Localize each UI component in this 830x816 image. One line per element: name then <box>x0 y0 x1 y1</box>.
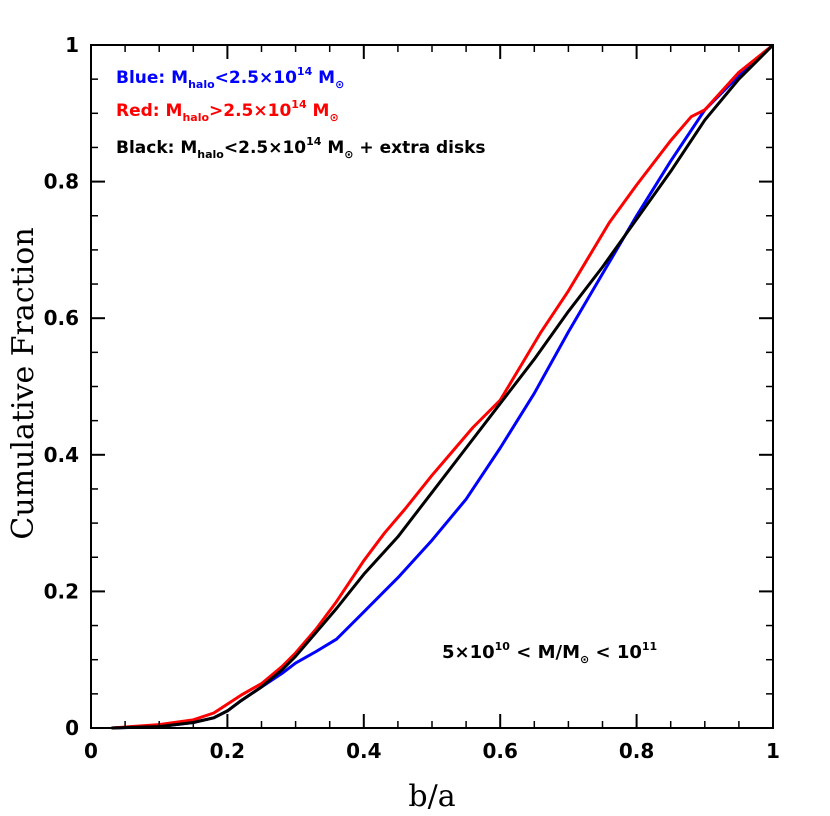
legend-entry-1-part-4: M <box>307 101 330 121</box>
y-tick-label-5: 1 <box>65 33 79 57</box>
legend-entry-1-part-5: ⊙ <box>329 111 338 124</box>
annot-exp-c: 11 <box>642 640 657 653</box>
mass-range-annotation: 5×1010 < M/M⊙ < 1011 <box>442 640 657 666</box>
legend-entry-2-part-3: 14 <box>306 135 322 148</box>
y-tick-label-0: 0 <box>65 716 79 740</box>
legend-entry-0: Blue: Mhalo<2.5×1014 M⊙ <box>116 65 344 91</box>
legend-entry-0-part-4: M <box>312 68 335 88</box>
legend: Blue: Mhalo<2.5×1014 M⊙Red: Mhalo>2.5×10… <box>116 65 486 161</box>
x-tick-label-0: 0 <box>84 739 98 763</box>
legend-entry-0-part-3: 14 <box>297 65 313 78</box>
annot-part-b: < M/M <box>510 642 580 663</box>
x-tick-label-3: 0.6 <box>482 739 517 763</box>
legend-entry-2-part-1: halo <box>197 148 224 161</box>
x-axis-title: b/a <box>408 779 455 814</box>
x-tick-label-4: 0.8 <box>619 739 654 763</box>
legend-entry-1-part-1: halo <box>182 111 209 124</box>
y-axis-title: Cumulative Fraction <box>6 227 41 539</box>
annot-part-c: < 10 <box>589 642 642 663</box>
y-tick-label-4: 0.8 <box>44 170 79 194</box>
x-tick-label-1: 0.2 <box>210 739 245 763</box>
legend-entry-0-part-5: ⊙ <box>335 78 344 91</box>
series-line-1 <box>111 43 774 730</box>
legend-entry-1-part-2: >2.5×10 <box>209 101 291 121</box>
legend-entry-2-part-4: M <box>321 138 344 158</box>
legend-entry-2-part-2: <2.5×10 <box>224 138 306 158</box>
x-tick-label-2: 0.4 <box>346 739 381 763</box>
legend-entry-2-part-5: ⊙ <box>344 148 353 161</box>
annot-sub-b: ⊙ <box>580 653 589 666</box>
legend-entry-1-part-3: 14 <box>291 98 307 111</box>
series-layer <box>111 43 775 730</box>
tick-labels: 0 0.2 0.4 0.6 0.8 100.20.40.60.81 <box>44 33 780 763</box>
series-line-2 <box>111 43 775 730</box>
legend-entry-2: Black: Mhalo<2.5×1014 M⊙ + extra disks <box>116 135 486 161</box>
legend-entry-2-part-0: Black: M <box>116 138 197 158</box>
ticks-layer <box>90 44 774 729</box>
legend-entry-0-part-1: halo <box>188 78 215 91</box>
annot-part-a: 5×10 <box>442 642 495 663</box>
y-tick-label-2: 0.4 <box>44 443 79 467</box>
legend-entry-0-part-2: <2.5×10 <box>215 68 297 88</box>
legend-entry-1: Red: Mhalo>2.5×1014 M⊙ <box>116 98 339 124</box>
legend-entry-1-part-0: Red: M <box>116 101 182 121</box>
annot-exp-a: 10 <box>495 640 511 653</box>
legend-entry-0-part-0: Blue: M <box>116 68 188 88</box>
y-tick-label-3: 0.6 <box>44 306 79 330</box>
x-tick-label-5: 1 <box>766 739 780 763</box>
y-tick-label-1: 0.2 <box>44 579 79 603</box>
legend-entry-2-part-6: + extra disks <box>354 138 486 158</box>
